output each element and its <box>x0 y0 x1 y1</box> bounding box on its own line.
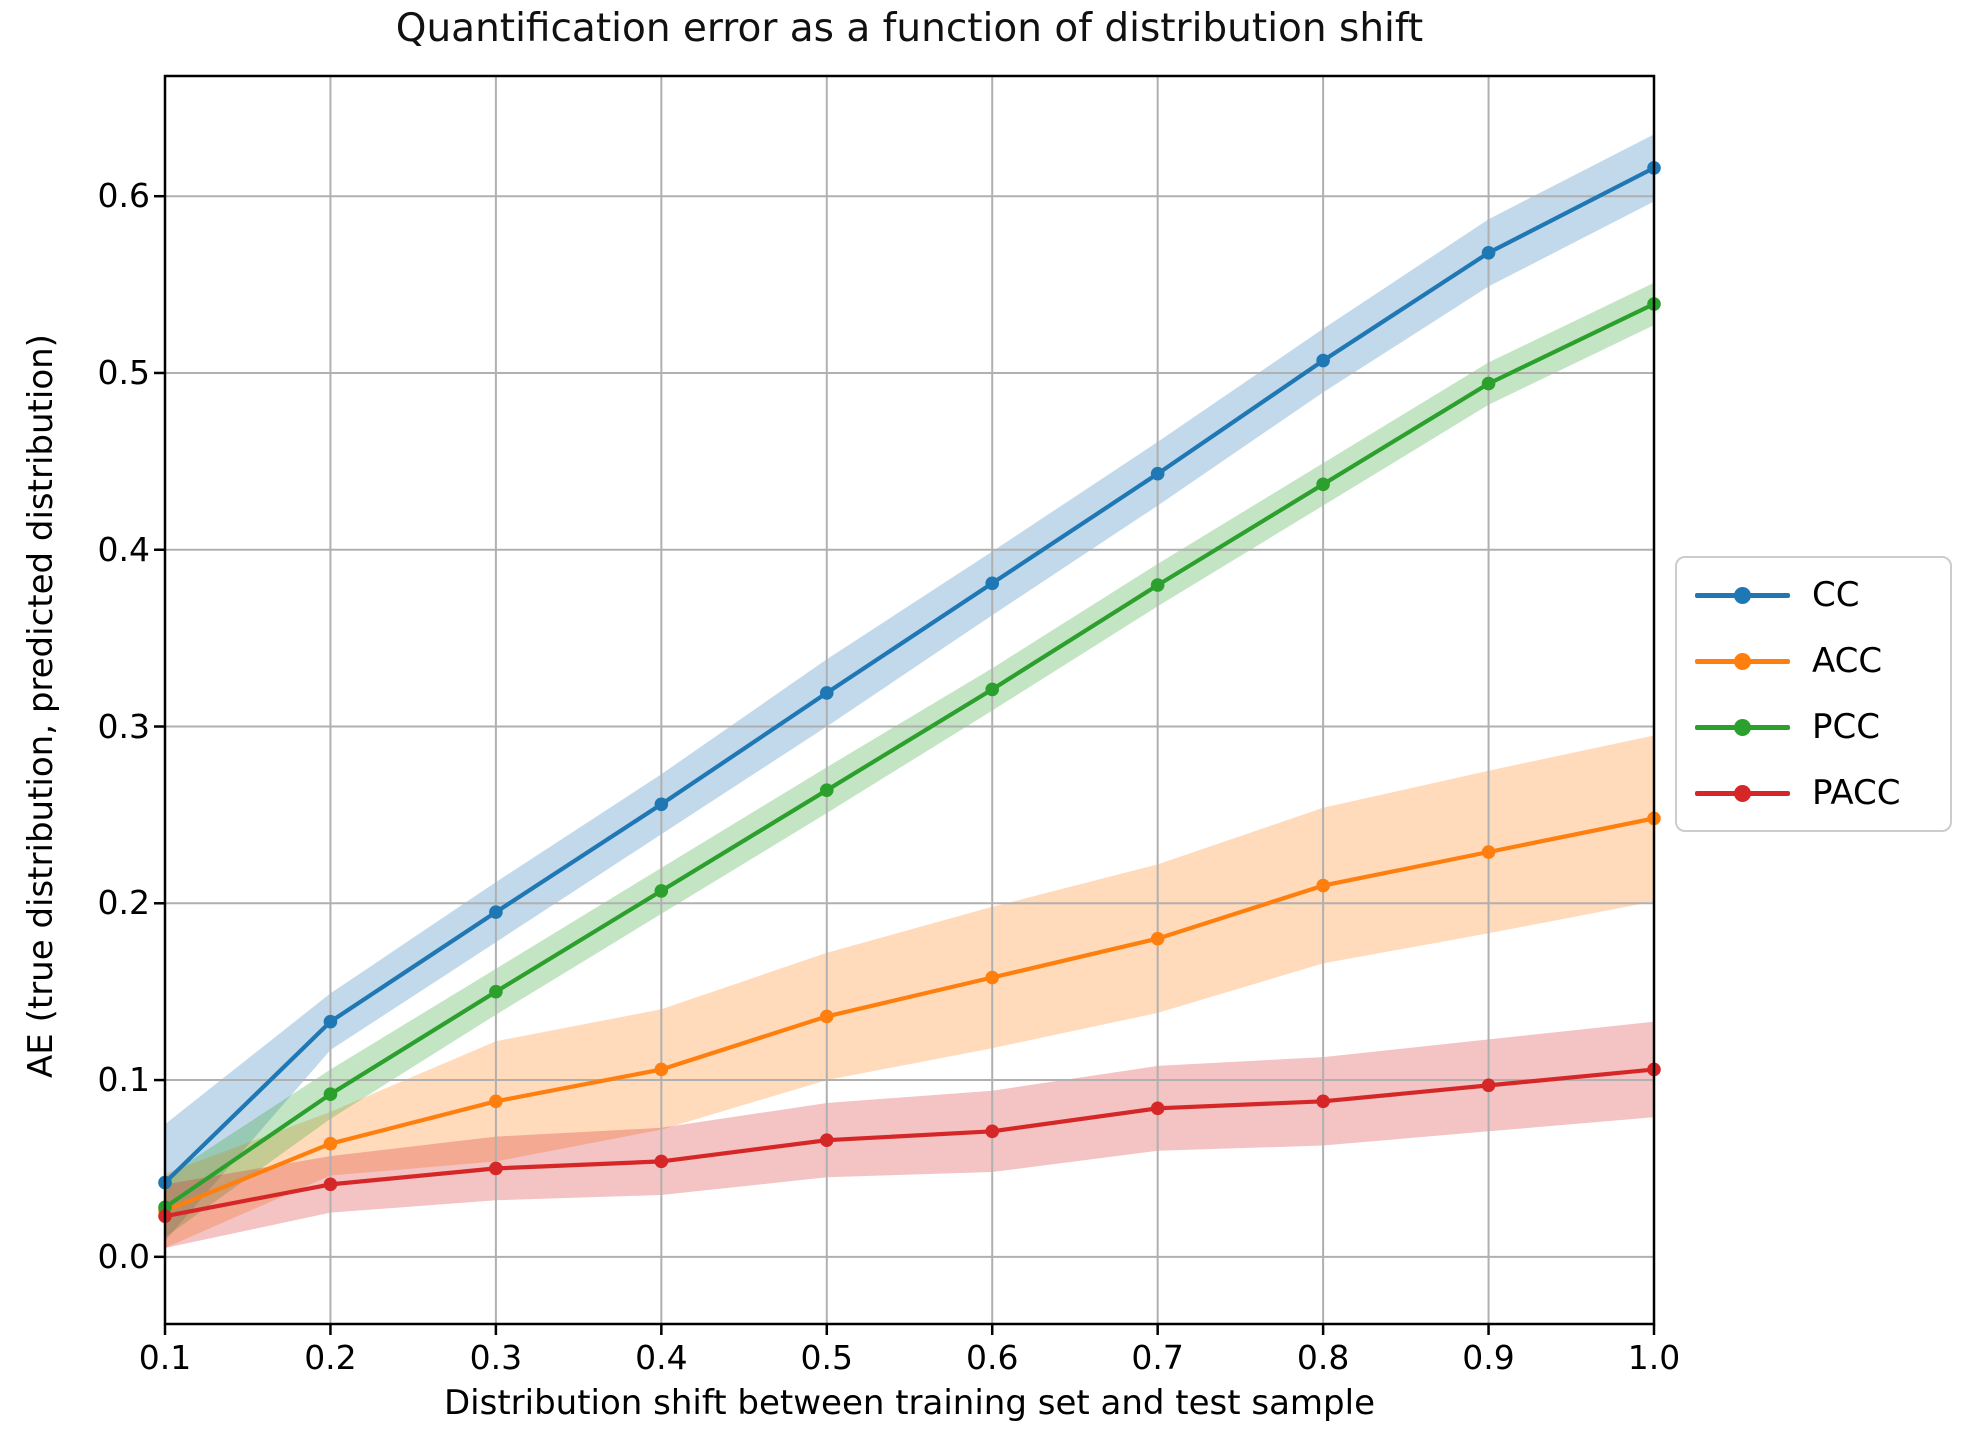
series-line-pcc <box>162 301 1657 1210</box>
data-point-pcc <box>1481 376 1496 391</box>
y-tick-label: 0.5 <box>97 352 150 392</box>
data-point-cc <box>1316 353 1330 368</box>
x-tick-label: 0.3 <box>469 1338 523 1377</box>
data-point-pcc <box>819 783 834 797</box>
data-point-acc <box>323 1136 338 1151</box>
data-point-pcc <box>1316 477 1330 492</box>
series-line-cc <box>162 165 1657 1185</box>
data-point-pacc <box>323 1177 338 1192</box>
legend-item-pcc: PCC <box>1695 704 1932 750</box>
data-point-pacc <box>1316 1094 1330 1109</box>
data-point-pacc <box>985 1124 1000 1139</box>
data-point-cc <box>1150 466 1165 481</box>
data-point-pcc <box>323 1087 338 1101</box>
series-line-pacc <box>162 1067 1657 1219</box>
data-point-pcc <box>654 884 669 898</box>
plot-area <box>154 74 1661 1335</box>
y-tick-label: 0.1 <box>97 1060 150 1100</box>
legend-item-cc: CC <box>1695 572 1932 618</box>
legend-line-marker-icon <box>1695 770 1790 816</box>
data-point-pacc <box>819 1133 834 1147</box>
x-tick-label: 0.8 <box>1296 1338 1350 1377</box>
data-point-pcc <box>985 682 1000 697</box>
legend-line-marker-icon <box>1695 704 1790 750</box>
data-point-acc <box>819 1009 834 1024</box>
data-point-pacc <box>1150 1101 1165 1116</box>
y-tick-label: 0.3 <box>97 706 150 746</box>
data-point-cc <box>323 1014 338 1029</box>
legend: CC ACC PCC PACC <box>1675 556 1952 832</box>
confidence-band-pcc <box>165 282 1654 1238</box>
chart-canvas <box>154 74 1661 1335</box>
x-tick-label: 0.5 <box>800 1338 853 1377</box>
data-point-cc <box>819 686 834 700</box>
x-tick-label: 0.9 <box>1462 1338 1515 1377</box>
data-point-pcc <box>1150 578 1165 592</box>
data-point-pcc <box>489 984 503 999</box>
data-point-cc <box>985 576 1000 591</box>
x-tick-label: 0.1 <box>138 1338 192 1377</box>
data-point-acc <box>1481 845 1496 859</box>
legend-label: ACC <box>1812 641 1883 681</box>
legend-label: PCC <box>1812 707 1880 747</box>
data-point-cc <box>489 905 503 919</box>
y-tick-label: 0.6 <box>97 176 150 216</box>
confidence-band-cc <box>165 134 1654 1241</box>
confidence-band-acc <box>165 735 1654 1248</box>
legend-item-acc: ACC <box>1695 638 1932 684</box>
y-tick-label: 0.4 <box>97 529 150 569</box>
legend-label: PACC <box>1812 773 1901 813</box>
data-point-acc <box>1150 931 1165 946</box>
data-point-acc <box>654 1062 669 1077</box>
data-point-pacc <box>489 1161 503 1176</box>
data-point-pacc <box>654 1154 669 1169</box>
x-tick-label: 0.2 <box>304 1338 357 1377</box>
legend-label: CC <box>1812 575 1860 615</box>
data-point-acc <box>985 970 1000 985</box>
legend-item-pacc: PACC <box>1695 770 1932 816</box>
y-tick-label: 0.0 <box>97 1236 150 1276</box>
x-tick-label: 0.7 <box>1131 1338 1184 1377</box>
data-point-cc <box>654 797 669 812</box>
x-axis-label: Distribution shift between training set … <box>444 1383 1375 1423</box>
data-point-acc <box>1316 878 1330 893</box>
x-tick-label: 0.6 <box>965 1338 1019 1377</box>
plot-border <box>163 74 1656 1326</box>
x-tick-label: 1.0 <box>1627 1338 1681 1377</box>
y-tick-label: 0.2 <box>97 883 150 923</box>
x-tick-label: 0.4 <box>635 1338 688 1377</box>
data-point-pacc <box>1481 1078 1496 1093</box>
series-line-acc <box>162 816 1657 1214</box>
data-point-cc <box>1481 245 1496 260</box>
chart-title: Quantification error as a function of di… <box>395 6 1424 51</box>
legend-line-marker-icon <box>1695 572 1790 618</box>
data-point-acc <box>489 1094 503 1109</box>
legend-line-marker-icon <box>1695 638 1790 684</box>
